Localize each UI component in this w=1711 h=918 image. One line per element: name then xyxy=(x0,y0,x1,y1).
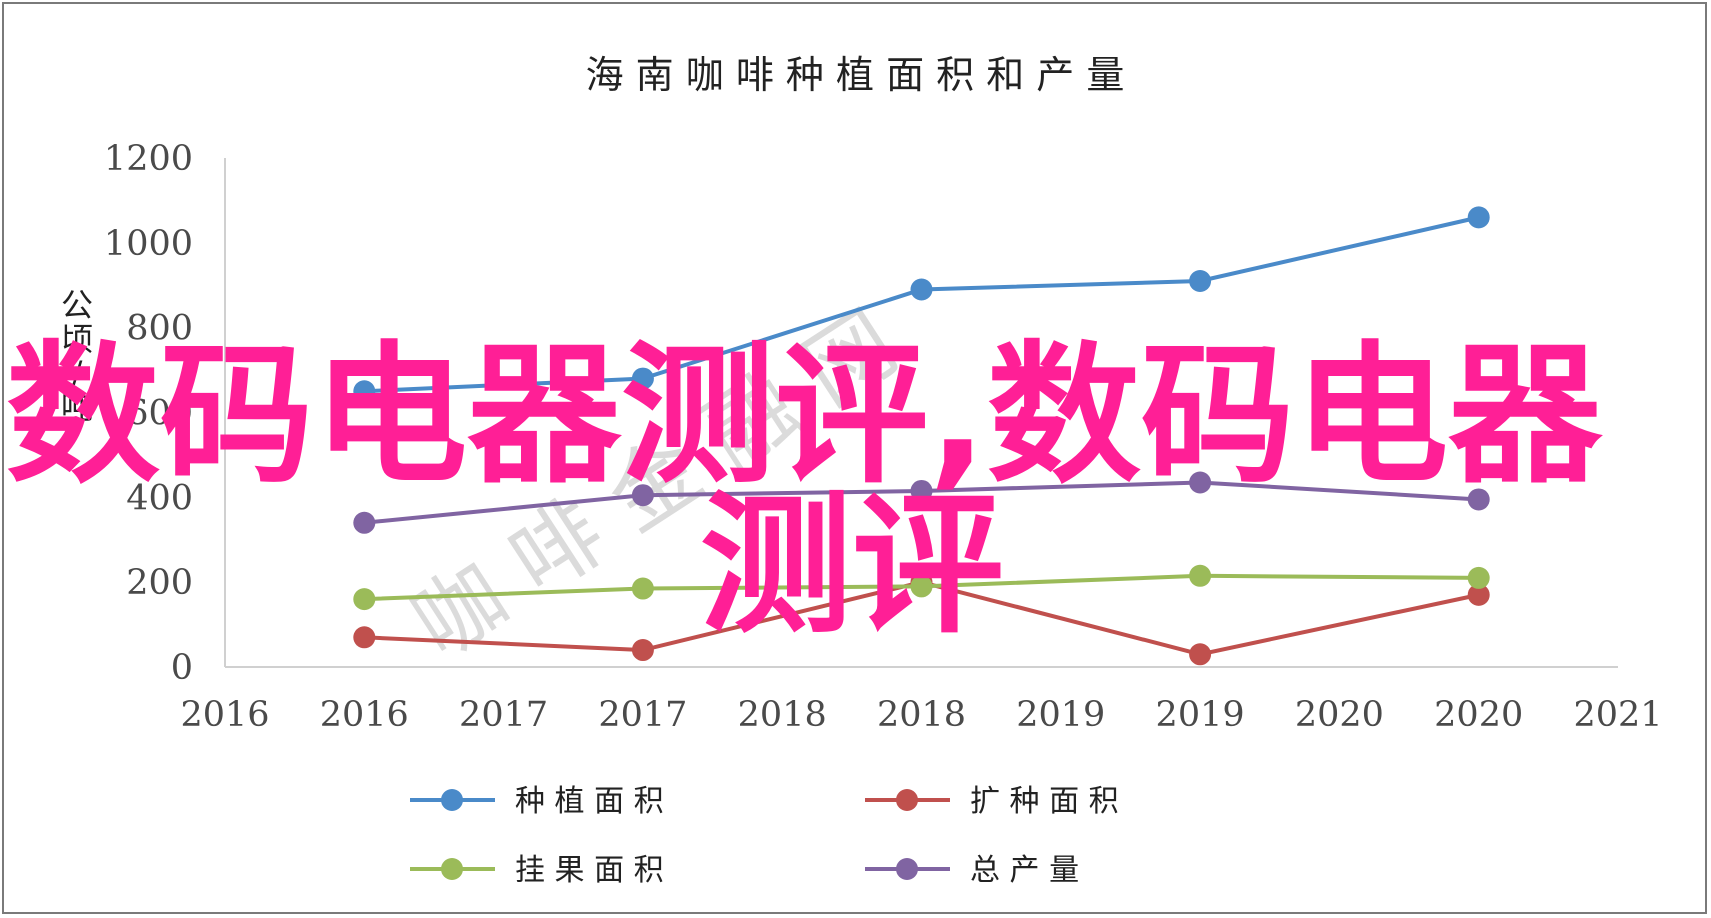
data-point xyxy=(353,511,376,534)
series-1 xyxy=(353,206,1490,403)
data-point xyxy=(631,577,654,600)
data-point xyxy=(1189,564,1212,587)
watermark-main-line1: 数码电器测评,数码电器 xyxy=(6,327,1603,504)
y-axis-label-char: 公 xyxy=(61,286,93,324)
legend-marker xyxy=(441,789,463,811)
data-point xyxy=(353,380,376,403)
x-tick-label: 2019 xyxy=(1156,695,1245,735)
x-tick-label: 2021 xyxy=(1573,695,1662,735)
y-tick-label: 600 xyxy=(126,394,193,434)
y-tick-label: 200 xyxy=(126,563,193,603)
data-point xyxy=(353,626,376,649)
legend-item: 种 植 面 积 xyxy=(410,784,664,819)
y-tick-label: 800 xyxy=(126,309,193,349)
data-point xyxy=(1189,270,1212,293)
legend-label: 种 植 面 积 xyxy=(515,784,664,819)
data-point xyxy=(1467,566,1490,589)
legend-label: 总 产 量 xyxy=(970,853,1079,888)
data-point xyxy=(1189,471,1212,494)
data-point xyxy=(910,479,933,502)
y-tick-label: 1200 xyxy=(104,139,193,179)
x-tick-label: 2020 xyxy=(1434,695,1523,735)
y-axis-label-char: / xyxy=(72,354,83,392)
y-axis-label-char: 吨 xyxy=(61,388,93,426)
data-point xyxy=(1467,206,1490,229)
y-tick-labels: 0 200 400 600 800 1000 1200 xyxy=(104,139,193,688)
watermark-main-line2: 测评 xyxy=(700,477,1004,654)
series-layer xyxy=(353,206,1490,666)
data-point xyxy=(1189,643,1212,666)
data-point xyxy=(631,367,654,390)
x-tick-label: 2019 xyxy=(1016,695,1105,735)
x-tick-label: 2017 xyxy=(598,695,687,735)
data-point xyxy=(631,639,654,662)
axes xyxy=(224,158,1618,668)
series-4 xyxy=(353,471,1490,534)
legend-label: 扩 种 面 积 xyxy=(970,784,1119,819)
legend-item: 总 产 量 xyxy=(865,853,1079,888)
y-axis-label-char: 顷 xyxy=(61,320,93,358)
x-tick-label: 2020 xyxy=(1295,695,1384,735)
data-point xyxy=(1467,583,1490,606)
legend-marker xyxy=(896,789,918,811)
data-point xyxy=(910,278,933,301)
x-tick-label: 2018 xyxy=(738,695,827,735)
y-tick-label: 1000 xyxy=(104,224,193,264)
x-tick-labels: 2016 2016 2017 2017 2018 2018 2019 2019 2020 2020… xyxy=(180,695,1662,735)
legend-marker xyxy=(441,858,463,880)
x-tick-label: 2018 xyxy=(877,695,966,735)
legend-label: 挂 果 面 积 xyxy=(515,853,664,888)
chart-title: 海 南 咖 啡 种 植 面 积 和 产 量 xyxy=(586,53,1125,97)
legend-item: 挂 果 面 积 xyxy=(410,853,664,888)
legend-marker xyxy=(896,858,918,880)
series-3 xyxy=(353,564,1490,611)
legend-item: 扩 种 面 积 xyxy=(865,784,1119,819)
data-point xyxy=(910,575,933,598)
y-axis-label: 公顷/吨 xyxy=(61,286,93,426)
x-tick-label: 2016 xyxy=(320,695,409,735)
data-point xyxy=(353,588,376,611)
data-point xyxy=(631,484,654,507)
x-tick-label: 2017 xyxy=(459,695,548,735)
y-tick-label: 400 xyxy=(126,478,193,518)
data-point xyxy=(1467,488,1490,511)
x-tick-label: 2016 xyxy=(180,695,269,735)
y-tick-label: 0 xyxy=(171,648,193,688)
legend: 种 植 面 积 扩 种 面 积挂 果 面 积 总 产 量 xyxy=(410,784,1119,888)
